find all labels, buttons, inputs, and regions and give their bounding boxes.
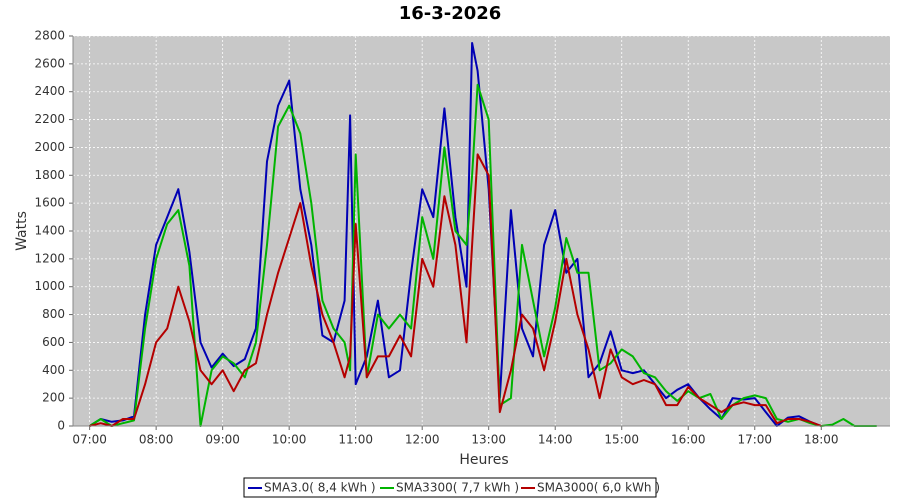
y-tick-label: 1600 <box>34 196 65 210</box>
y-tick-label: 2200 <box>34 112 65 126</box>
y-tick-label: 2400 <box>34 84 65 98</box>
y-tick-label: 800 <box>42 307 65 321</box>
series-line <box>89 153 822 427</box>
y-tick-label: 600 <box>42 335 65 349</box>
y-tick-label: 2600 <box>34 56 65 70</box>
y-tick-label: 1800 <box>34 168 65 182</box>
x-tick-label: 08:00 <box>139 433 174 447</box>
x-tick-label: 10:00 <box>272 433 307 447</box>
y-tick-label: 400 <box>42 363 65 377</box>
y-tick-label: 200 <box>42 391 65 405</box>
y-tick-label: 1200 <box>34 251 65 265</box>
x-tick-label: 17:00 <box>737 433 772 447</box>
x-tick-label: 09:00 <box>205 433 240 447</box>
y-tick-label: 0 <box>57 419 65 433</box>
legend-label: SMA3000( 6,0 kWh ) <box>537 481 660 495</box>
x-tick-label: 12:00 <box>405 433 440 447</box>
chart-title: 16-3-2026 <box>399 3 502 24</box>
y-tick-label: 2800 <box>34 29 65 43</box>
legend-label: SMA3300( 7,7 kWh ) <box>396 481 519 495</box>
x-axis-label: Heures <box>459 452 508 468</box>
x-tick-label: 16:00 <box>671 433 706 447</box>
x-tick-label: 18:00 <box>804 433 839 447</box>
x-tick-label: 11:00 <box>338 433 373 447</box>
series-line <box>89 83 877 427</box>
y-axis-label: Watts <box>14 211 30 251</box>
x-tick-label: 14:00 <box>538 433 573 447</box>
legend-label: SMA3.0( 8,4 kWh ) <box>264 481 376 495</box>
y-tick-label: 2000 <box>34 140 65 154</box>
y-tick-label: 1400 <box>34 224 65 238</box>
legend-box <box>243 477 657 498</box>
y-tick-label: 1000 <box>34 279 65 293</box>
x-tick-label: 07:00 <box>72 433 107 447</box>
x-tick-label: 13:00 <box>471 433 506 447</box>
x-tick-label: 15:00 <box>604 433 639 447</box>
